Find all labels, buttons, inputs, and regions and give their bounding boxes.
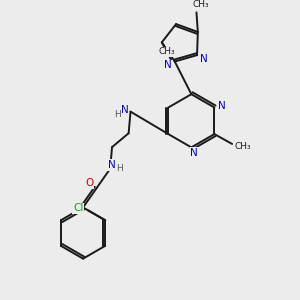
Text: N: N — [108, 160, 116, 170]
Text: CH₃: CH₃ — [192, 0, 209, 9]
Text: N: N — [218, 100, 226, 110]
Text: H: H — [116, 164, 122, 173]
Text: O: O — [85, 178, 94, 188]
Text: H: H — [114, 110, 121, 119]
Text: CH₃: CH₃ — [235, 142, 251, 152]
Text: N: N — [200, 54, 208, 64]
Text: N: N — [121, 105, 128, 115]
Text: CH₃: CH₃ — [159, 47, 176, 56]
Text: Cl: Cl — [73, 203, 83, 213]
Text: N: N — [190, 148, 198, 158]
Text: N: N — [164, 60, 172, 70]
